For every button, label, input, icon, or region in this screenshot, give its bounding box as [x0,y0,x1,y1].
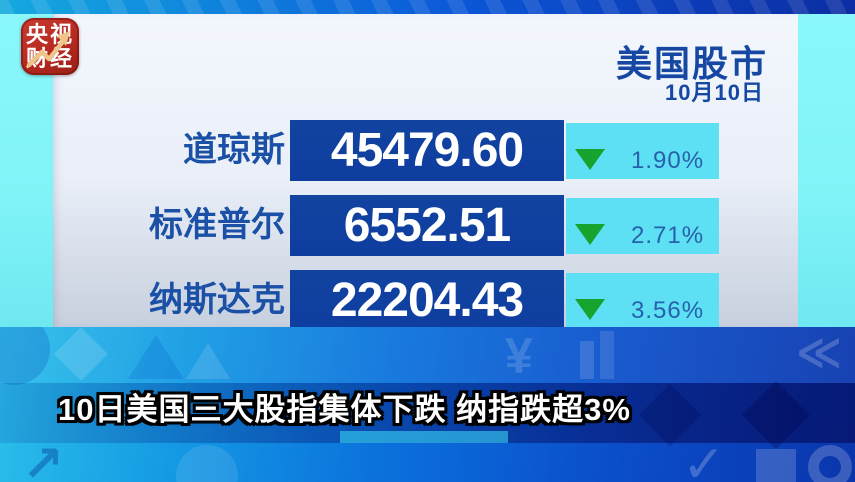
cctv-finance-logo: 央视 财经 [21,18,79,75]
index-change-pct: 3.56% [631,297,705,324]
bottom-mosaic-band: ¥ ≪ ↗ ✓ 10日美国三大股指集体下跌 纳指跌超3% [0,327,855,482]
mosaic-row-highlight [0,327,855,383]
index-name: 道琼斯 [183,131,285,169]
news-headline: 10日美国三大股指集体下跌 纳指跌超3% [58,392,631,427]
index-change-pct: 1.90% [631,147,705,174]
down-triangle-icon [575,224,605,245]
rising-stock-arrow-icon [26,31,70,68]
index-value: 45479.60 [330,123,524,177]
index-change-box: 3.56% [566,273,719,329]
arrow-up-decoration: ↗ [22,436,64,482]
right-cyan-strip [798,14,855,327]
index-row: 标准普尔 6552.51 2.71% [53,195,798,256]
top-decor-band [0,0,855,15]
index-name: 纳斯达克 [149,281,285,319]
index-value: 6552.51 [343,198,512,252]
index-change-pct: 2.71% [631,222,705,249]
index-row: 道琼斯 45479.60 1.90% [53,120,798,181]
check-decoration: ✓ [682,436,726,482]
market-title: 美国股市 [615,43,768,84]
index-change-box: 1.90% [566,123,719,179]
index-value: 22204.43 [330,273,524,327]
quotes-panel: 美国股市 10月10日 道琼斯 45479.60 1.90% 标准普尔 6552… [53,14,798,331]
down-triangle-icon [575,149,605,170]
circle-decoration [176,445,238,482]
square-decoration [756,449,796,482]
market-date: 10月10日 [665,80,764,105]
index-value-box: 45479.60 [290,120,564,181]
index-value-box: 22204.43 [290,270,564,331]
index-row: 纳斯达克 22204.43 3.56% [53,270,798,331]
index-value-box: 6552.51 [290,195,564,256]
index-change-box: 2.71% [566,198,719,254]
down-triangle-icon [575,299,605,320]
index-name: 标准普尔 [149,206,285,244]
ring-decoration [808,445,852,482]
